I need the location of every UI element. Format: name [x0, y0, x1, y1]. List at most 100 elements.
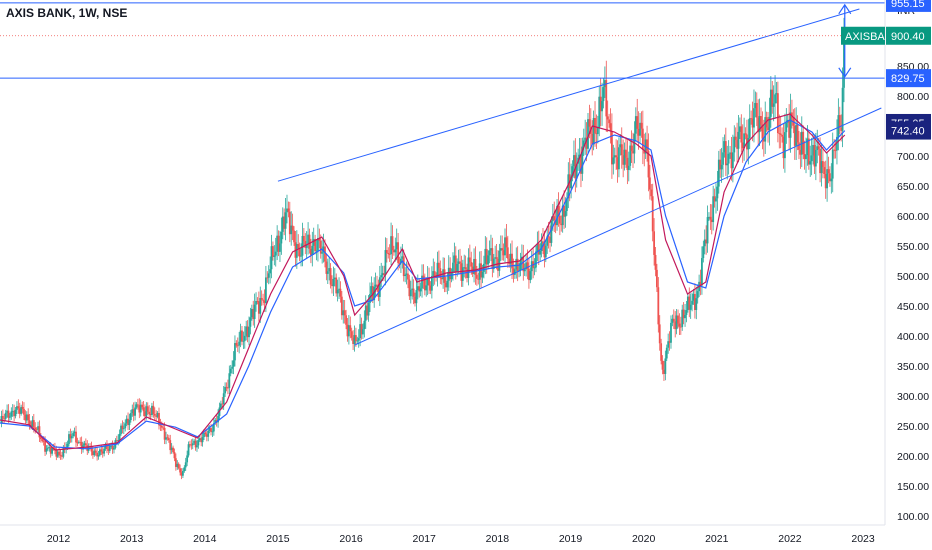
candle-body — [625, 149, 627, 158]
candle-body — [703, 239, 706, 247]
candle-body — [91, 451, 94, 456]
candle-body — [211, 431, 214, 433]
candle-body — [141, 404, 144, 408]
candle-body — [744, 133, 747, 135]
candle-body — [585, 137, 588, 149]
candle-body — [813, 145, 816, 167]
candle-body — [145, 406, 148, 417]
candle-body — [9, 416, 11, 418]
candle-body — [28, 420, 31, 425]
candle-body — [838, 115, 841, 128]
candle-body — [772, 103, 775, 107]
candle-body — [769, 89, 772, 117]
candle-body — [827, 169, 830, 174]
candle-body — [826, 169, 829, 189]
candle-body — [602, 87, 605, 102]
candle-body — [291, 225, 294, 231]
candle-body — [423, 279, 426, 291]
candle-body — [304, 241, 307, 248]
candle-body — [179, 468, 181, 473]
candle-body — [190, 444, 193, 446]
candle-body — [829, 173, 831, 182]
candle-body — [491, 248, 494, 270]
candle-body — [169, 440, 172, 451]
candle-body — [582, 140, 585, 147]
candle-body — [38, 426, 41, 438]
candle-body — [380, 275, 383, 278]
candle-body — [339, 288, 342, 297]
candle-body — [452, 262, 454, 273]
candle-body — [363, 320, 366, 330]
candle-body — [229, 368, 232, 374]
candle-body — [324, 246, 326, 262]
candle-body — [18, 408, 21, 414]
candle-body — [10, 411, 13, 417]
candles — [0, 17, 845, 480]
candle-body — [32, 420, 35, 428]
candle-body — [706, 217, 709, 244]
candle-body — [359, 324, 362, 339]
y-tick-label: 500.00 — [897, 271, 929, 283]
candle-body — [21, 406, 24, 409]
candle-body — [428, 278, 430, 286]
candle-body — [675, 315, 678, 330]
candle-body — [329, 268, 332, 285]
candle-body — [488, 250, 491, 256]
candle-body — [498, 250, 501, 271]
candle-body — [182, 470, 184, 476]
candle-body — [310, 248, 312, 256]
candle-body — [117, 440, 120, 441]
candle-body — [326, 271, 329, 274]
candle-body — [689, 304, 692, 310]
candle-body — [634, 116, 637, 134]
candle-body — [378, 277, 381, 297]
candle-body — [37, 426, 39, 430]
candle-body — [751, 118, 754, 128]
candle-body — [308, 234, 311, 249]
candle-body — [284, 212, 287, 229]
candle-body — [691, 300, 693, 305]
candle-body — [831, 149, 834, 179]
candle-body — [475, 274, 478, 279]
x-tick-label: 2021 — [705, 533, 729, 545]
candle-body — [613, 155, 616, 158]
candle-body — [793, 125, 796, 146]
candle-body — [76, 442, 79, 444]
price-label: 742.40 — [891, 126, 925, 138]
candle-body — [414, 296, 416, 304]
candle-body — [807, 138, 810, 165]
candle-body — [447, 267, 450, 281]
candle-body — [170, 447, 173, 451]
candle-body — [246, 326, 249, 338]
candle-body — [198, 438, 201, 441]
candle-body — [44, 441, 46, 452]
y-tick-label: 100.00 — [897, 511, 929, 523]
candle-body — [499, 248, 502, 251]
candle-body — [819, 148, 821, 174]
candle-body — [63, 447, 66, 450]
candle-body — [603, 80, 606, 88]
candle-body — [390, 236, 392, 255]
candle-body — [307, 234, 309, 245]
candle-body — [288, 211, 291, 235]
candle-body — [325, 261, 328, 274]
candle-body — [657, 287, 660, 325]
candle-body — [837, 115, 840, 137]
candle-body — [349, 325, 352, 332]
candle-body — [561, 205, 564, 226]
candle-body — [419, 288, 422, 292]
candle-body — [681, 309, 684, 327]
candle-body — [782, 136, 785, 159]
candle-body — [446, 280, 449, 288]
candle-body — [166, 437, 169, 439]
candle-body — [741, 142, 744, 149]
candle-body — [328, 268, 331, 272]
candle-body — [806, 138, 809, 156]
candle-body — [430, 276, 433, 291]
candle-body — [256, 301, 259, 302]
x-tick-label: 2012 — [47, 533, 71, 545]
candle-body — [107, 449, 110, 451]
chart-title: AXIS BANK, 1W, NSE — [6, 6, 128, 20]
candle-body — [391, 236, 394, 251]
